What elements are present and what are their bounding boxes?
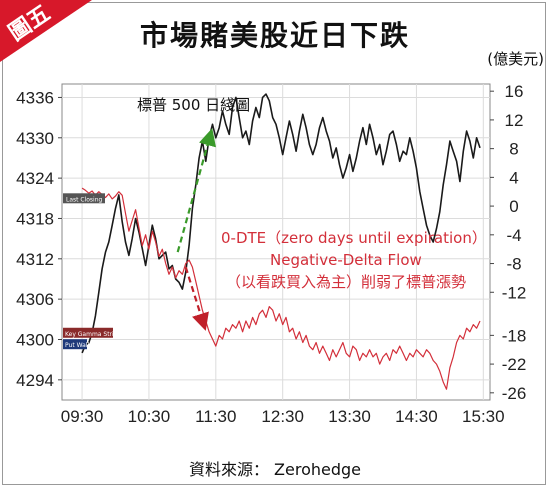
annotation-put-buying: （以看跌買入為主）削弱了標普漲勢 bbox=[226, 273, 466, 291]
x-tick-label: 14:30 bbox=[395, 407, 438, 426]
right-tick-label: 0 bbox=[509, 197, 518, 216]
green-up-arrow bbox=[176, 128, 216, 253]
x-tick-label: 12:30 bbox=[261, 407, 304, 426]
right-tick-label: 4 bbox=[509, 168, 518, 187]
right-tick-label: -18 bbox=[502, 326, 527, 345]
put-wall-tag bbox=[63, 339, 87, 350]
annotation-negative-delta: Negative-Delta Flow bbox=[270, 251, 422, 269]
x-tick-label: 09:30 bbox=[61, 407, 104, 426]
x-tick-label: 15:30 bbox=[462, 407, 505, 426]
source-note: 資料來源： Zerohedge bbox=[188, 460, 362, 479]
put-wall-label: Put Wall bbox=[65, 342, 89, 349]
x-tick-label: 11:30 bbox=[195, 407, 236, 426]
left-tick-label: 4330 bbox=[16, 129, 54, 148]
left-tick-label: 4300 bbox=[16, 330, 54, 349]
right-tick-label: -22 bbox=[502, 355, 527, 374]
right-tick-label: -4 bbox=[506, 226, 521, 245]
figure-frame bbox=[2, 2, 546, 485]
left-tick-label: 4312 bbox=[16, 250, 54, 269]
red-down-arrow bbox=[184, 266, 209, 331]
x-tick-label: 13:30 bbox=[328, 407, 371, 426]
left-tick-label: 4294 bbox=[16, 371, 54, 390]
last-closing-tag bbox=[63, 193, 105, 204]
key-gamma-label: Key Gamma Strike bbox=[65, 331, 121, 338]
last-closing-label: Last Closing bbox=[66, 196, 103, 203]
right-tick-label: 16 bbox=[505, 82, 524, 101]
figure-badge-bg bbox=[0, 0, 92, 62]
right-tick-label: -12 bbox=[502, 283, 527, 302]
plot-area bbox=[61, 83, 491, 401]
right-axis-unit: (億美元) bbox=[487, 50, 544, 68]
annotation-sp500: 標普 500 日綫圖 bbox=[137, 96, 250, 114]
x-tick-label: 10:30 bbox=[128, 407, 171, 426]
series-line-negative-delta-flow bbox=[81, 187, 481, 390]
left-tick-label: 4336 bbox=[16, 88, 54, 107]
right-tick-label: -26 bbox=[502, 384, 527, 403]
chart-title: 市場賭美股近日下跌 bbox=[139, 19, 410, 52]
left-tick-label: 4318 bbox=[16, 209, 54, 228]
right-tick-label: 12 bbox=[505, 111, 524, 130]
left-tick-label: 4324 bbox=[16, 169, 54, 188]
annotation-0dte: 0-DTE（zero days until expiration） bbox=[221, 229, 487, 247]
right-tick-label: 8 bbox=[509, 140, 518, 159]
left-tick-label: 4306 bbox=[16, 290, 54, 309]
key-gamma-tag bbox=[63, 327, 113, 338]
right-tick-label: -8 bbox=[506, 255, 521, 274]
